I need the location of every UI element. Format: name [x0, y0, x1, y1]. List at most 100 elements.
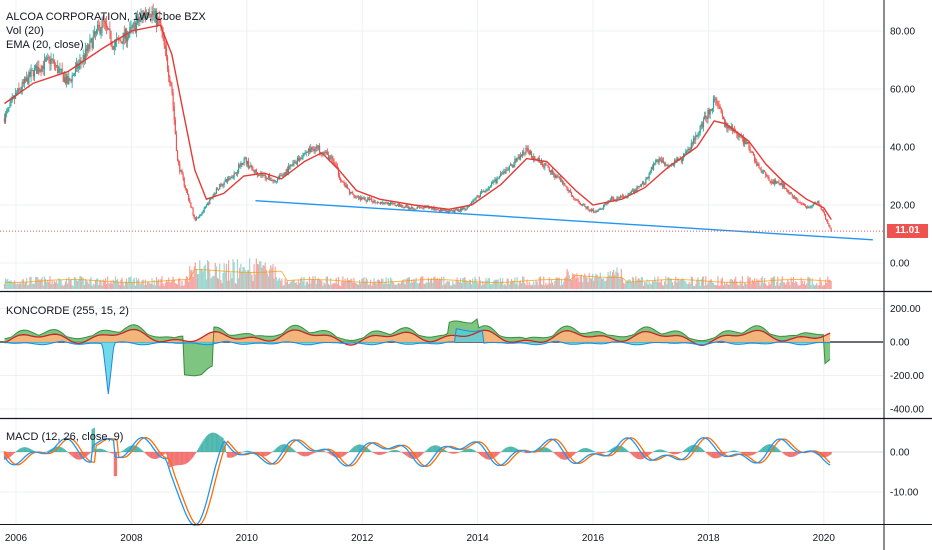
- volume-bar: [57, 283, 59, 289]
- volume-bar: [114, 276, 117, 289]
- volume-bar: [454, 284, 456, 289]
- volume-bar: [282, 285, 284, 289]
- volume-bar: [271, 267, 273, 289]
- candle-body: [725, 123, 727, 127]
- macd-histogram-bar: [354, 446, 356, 452]
- volume-bar: [183, 285, 185, 289]
- candle-body: [482, 191, 484, 193]
- candle-body: [479, 192, 482, 197]
- macd-histogram-bar: [788, 452, 790, 457]
- volume-bar: [487, 277, 489, 289]
- macd-histogram-bar: [391, 450, 393, 452]
- candle-body: [158, 17, 160, 19]
- candle-body: [21, 82, 23, 90]
- volume-bar: [13, 280, 16, 289]
- candle-body: [762, 170, 765, 172]
- candle-body: [346, 185, 348, 189]
- candle-body: [486, 189, 488, 191]
- macd-histogram-bar: [505, 447, 507, 452]
- macd-legend[interactable]: MACD (12, 26, close, 9): [6, 431, 124, 443]
- candle-body: [716, 100, 718, 104]
- macd-histogram-bar: [341, 452, 343, 458]
- macd-histogram-bar: [269, 452, 271, 455]
- macd-tick-label: -10.00: [890, 488, 919, 499]
- macd-histogram-bar: [432, 445, 434, 452]
- volume-bars: [3, 258, 832, 289]
- volume-bar: [370, 279, 372, 289]
- candle-body: [488, 186, 490, 189]
- volume-bar: [152, 284, 154, 289]
- candle-body: [443, 209, 445, 211]
- macd-histogram-bar: [185, 452, 188, 464]
- macd-histogram-bar: [282, 444, 284, 452]
- macd-histogram-bar: [544, 447, 546, 452]
- macd-histogram-bar: [98, 448, 100, 452]
- volume-bar: [180, 285, 182, 289]
- volume-ma-line: [4, 268, 830, 284]
- macd-histogram-bar: [281, 444, 283, 452]
- candle-body: [376, 202, 378, 203]
- macd-histogram-bar: [647, 452, 649, 456]
- volume-bar: [341, 281, 343, 289]
- volume-bar: [344, 278, 346, 289]
- candle-body: [113, 45, 115, 50]
- macd-histogram-bar: [548, 449, 550, 452]
- volume-bar: [231, 278, 233, 289]
- time-axis[interactable]: 2006 2008 2010 2012 2014 2016 2018 2020: [5, 533, 835, 544]
- macd-histogram-bar: [212, 432, 214, 452]
- candle-body: [219, 184, 221, 190]
- candle-body: [594, 212, 596, 213]
- candle-body: [385, 202, 387, 204]
- candle-body: [13, 96, 16, 99]
- candle-body: [79, 60, 81, 65]
- volume-bar: [416, 282, 418, 289]
- macd-histogram-bar: [745, 452, 747, 456]
- macd-histogram-bar: [424, 451, 426, 453]
- volume-bar: [467, 282, 469, 289]
- volume-bar: [636, 280, 638, 289]
- macd-histogram-bar: [289, 446, 291, 452]
- candle-body: [526, 147, 528, 149]
- macd-histogram-bar: [367, 448, 370, 452]
- candle-body: [498, 175, 500, 178]
- candle-body: [335, 164, 337, 166]
- koncorde-legend[interactable]: KONCORDE (255, 15, 2): [6, 305, 129, 317]
- macd-histogram-bar: [743, 452, 746, 455]
- macd-histogram-bar: [464, 449, 466, 452]
- price-axis[interactable]: 80.0060.0040.0020.000.00200.000.00-200.0…: [890, 27, 924, 499]
- volume-bar: [357, 284, 360, 289]
- candle-body: [257, 175, 260, 176]
- macd-histogram-bar: [179, 452, 181, 466]
- symbol-title[interactable]: ALCOA CORPORATION, 1W, Cboe BZX: [6, 11, 206, 23]
- volume-bar: [724, 282, 726, 289]
- volume-bar: [591, 273, 594, 289]
- volume-bar: [675, 276, 677, 289]
- volume-bar: [493, 280, 495, 289]
- macd-histogram-bar: [435, 445, 437, 452]
- ema-legend[interactable]: EMA (20, close): [6, 39, 84, 51]
- volume-bar: [445, 282, 447, 289]
- candle-body: [799, 202, 801, 204]
- volume-bar: [316, 279, 318, 289]
- macd-histogram-bar: [467, 448, 469, 452]
- macd-histogram-bar: [127, 447, 129, 452]
- candle-body: [442, 210, 444, 212]
- macd-histogram-bar: [585, 448, 587, 452]
- candle-body: [104, 21, 107, 24]
- macd-histogram-bar: [108, 452, 110, 453]
- volume-bar: [22, 279, 24, 289]
- candle-body: [387, 203, 389, 205]
- macd-histogram-bar: [561, 452, 564, 460]
- macd-histogram-bar: [283, 444, 285, 452]
- macd-histogram-bar: [637, 452, 639, 459]
- candle-body: [306, 152, 308, 153]
- volume-legend[interactable]: Vol (20): [6, 25, 44, 37]
- price-tick-label: 20.00: [890, 201, 915, 212]
- macd-histogram-bar: [466, 448, 468, 452]
- macd-histogram-bar: [355, 445, 357, 452]
- volume-bar: [665, 276, 667, 289]
- candle-body: [499, 173, 502, 176]
- volume-bar: [672, 285, 675, 289]
- volume-bar: [72, 285, 74, 289]
